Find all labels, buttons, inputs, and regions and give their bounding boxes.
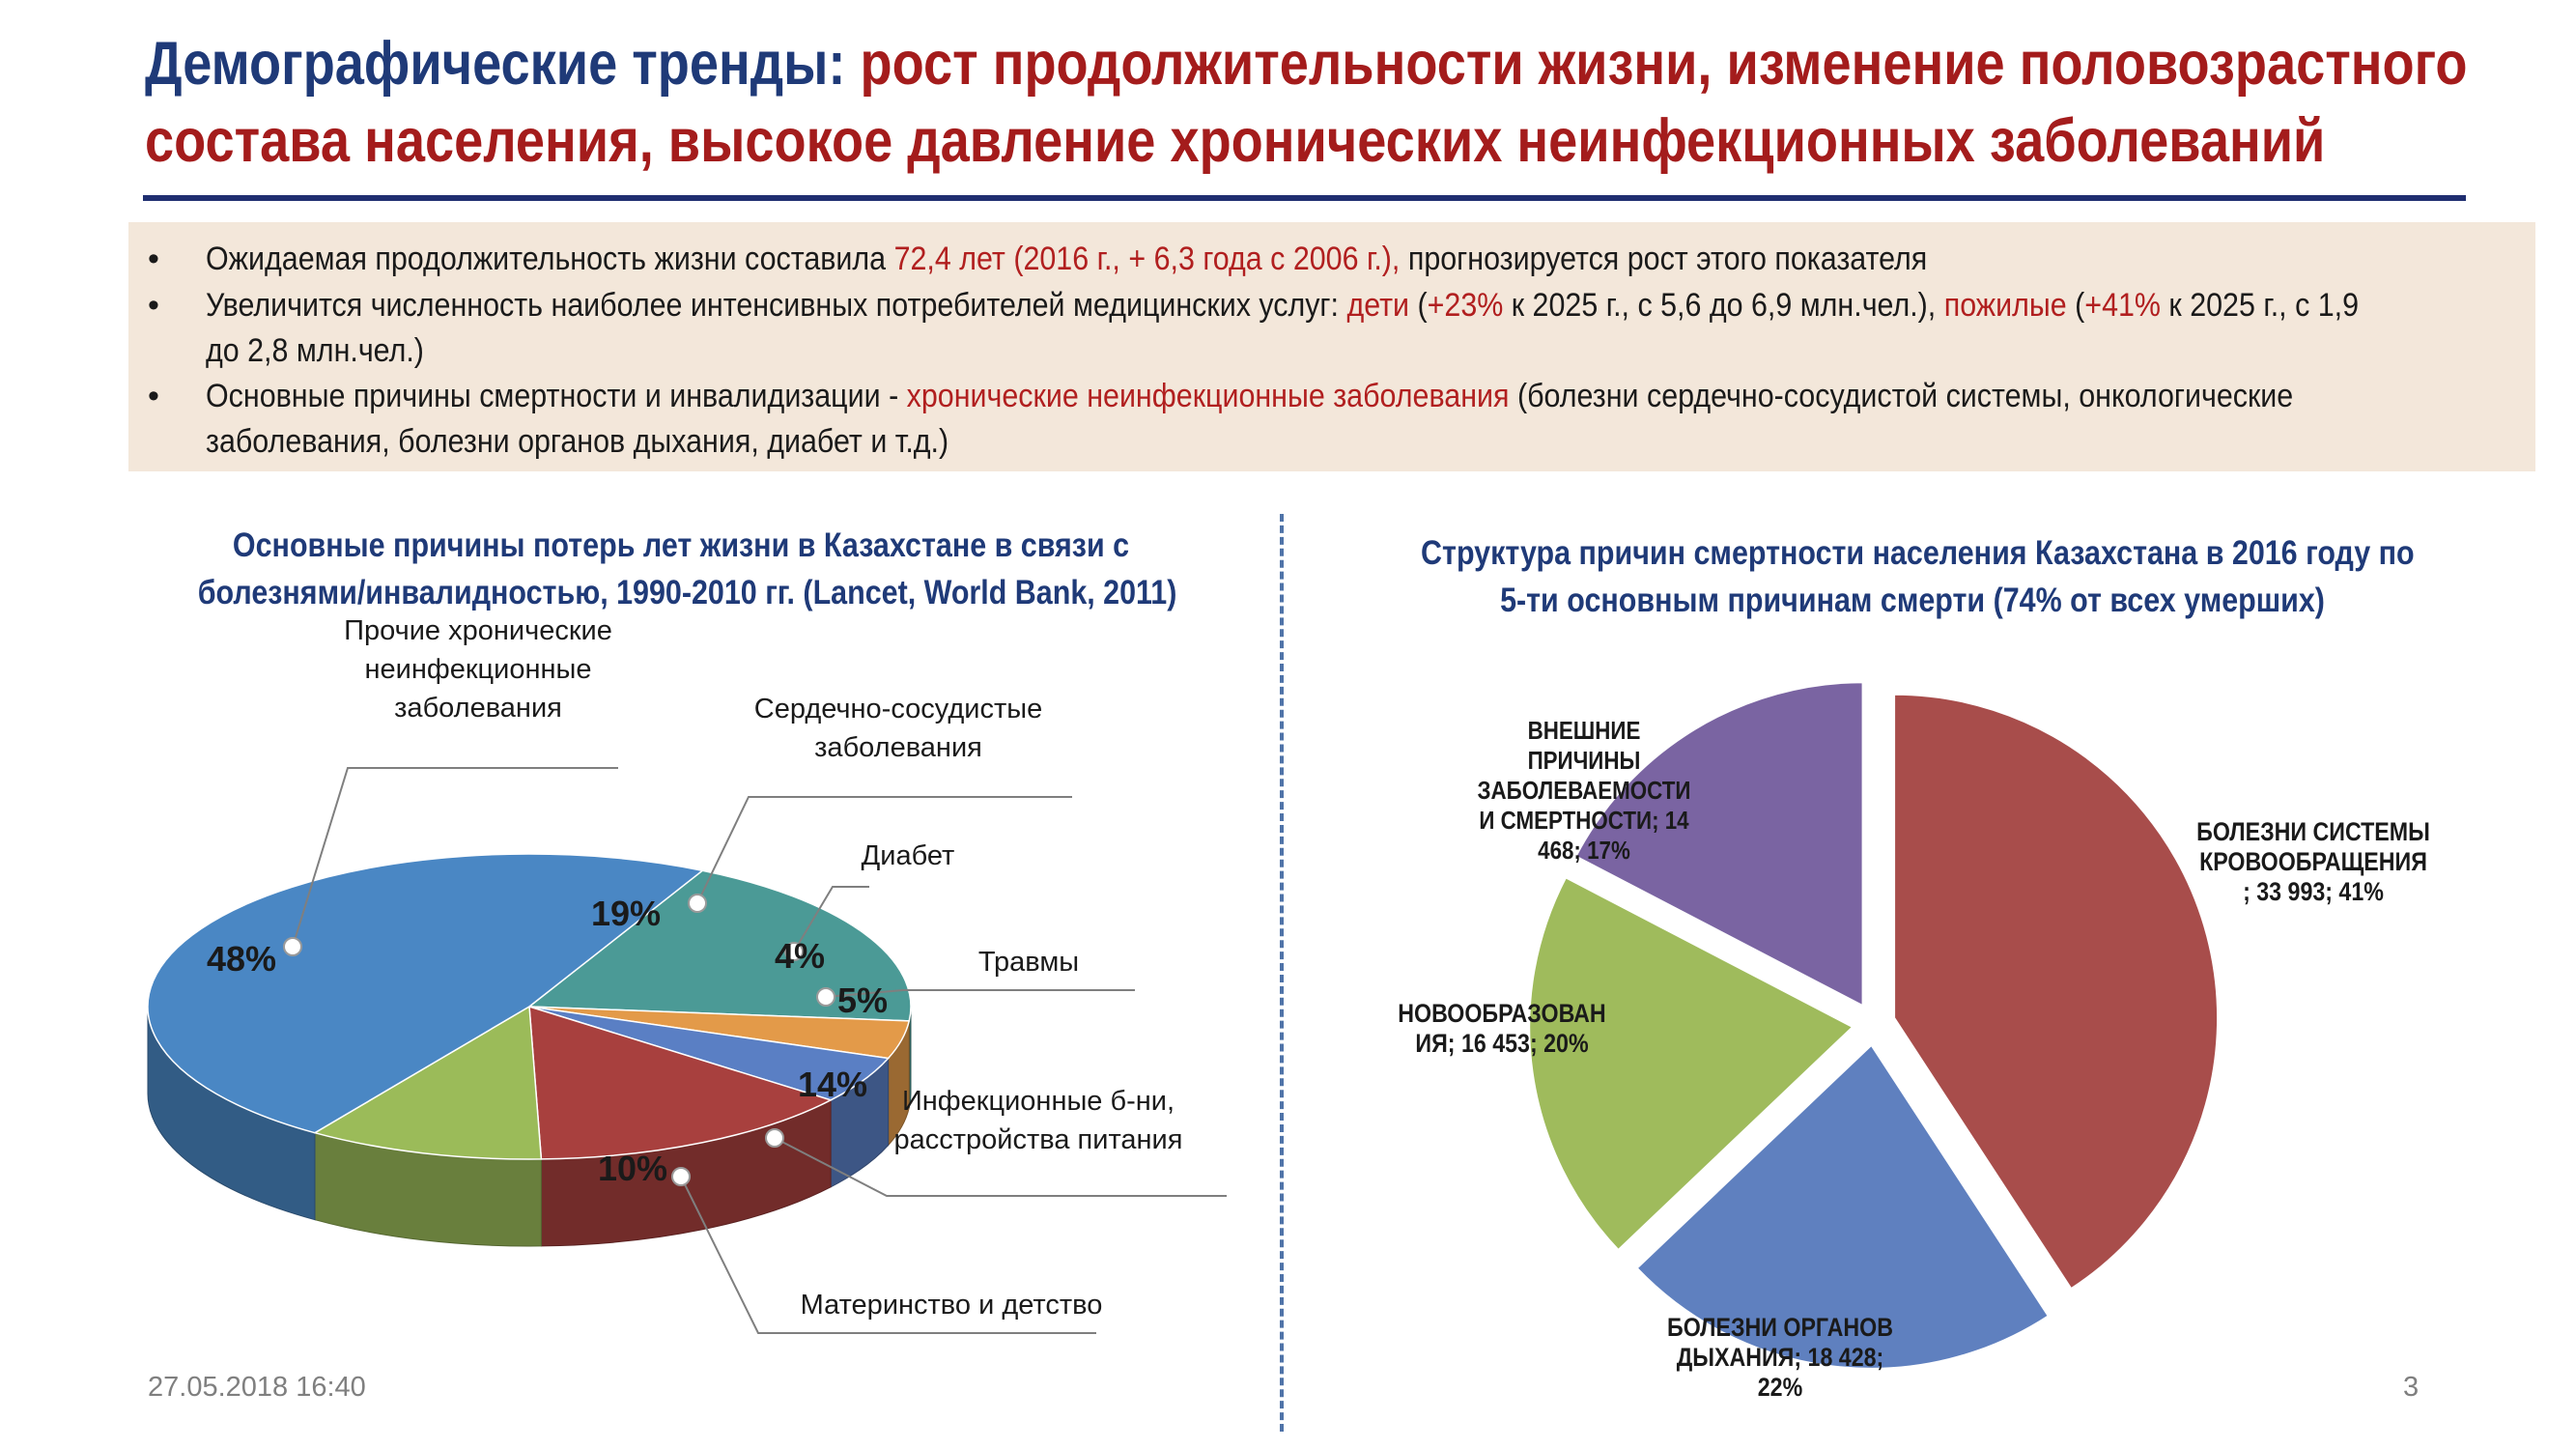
page-number: 3 bbox=[2403, 1372, 2420, 1403]
leader-dot bbox=[784, 942, 804, 961]
bullet-segment: прогнозируется рост этого показателя bbox=[1400, 241, 1928, 277]
data-label: 10% bbox=[598, 1149, 667, 1188]
category-label: Прочие хронические неинфекционные заболева… bbox=[344, 615, 612, 724]
slice-label: ВНЕШНИЕ ПРИЧИНЫ ЗАБОЛЕВАЕМОСТИ И СМЕРТНОСТИ… bbox=[1478, 717, 1691, 865]
pie-slice bbox=[1574, 681, 1864, 1008]
data-label: 19% bbox=[591, 894, 661, 933]
bullet-segment-highlight: +41% bbox=[2084, 287, 2161, 324]
bullet-text: Основные причины смертности и инвалидиза… bbox=[206, 374, 2576, 465]
category-label: Сердечно-сосудистые заболевания bbox=[754, 694, 1042, 763]
leader-line bbox=[774, 1137, 1227, 1197]
title-underline bbox=[143, 195, 2466, 201]
bullet-segment-highlight: дети bbox=[1346, 287, 1410, 324]
slice-label: НОВООБРАЗОВАН ИЯ; 16 453; 20% bbox=[1398, 999, 1605, 1058]
leader-dot bbox=[816, 987, 835, 1007]
bullet-continuation: заболевания, болезни органов дыхания, ди… bbox=[206, 423, 949, 460]
page-title: Демографические тренды: рост продолжител… bbox=[145, 25, 2468, 180]
bullet-segment: к 2025 г., с 1,9 bbox=[2160, 287, 2360, 324]
bullet-marker: • bbox=[148, 241, 159, 277]
category-label: Материнство и детство bbox=[801, 1290, 1103, 1321]
bullet-segment: к 2025 г., с 5,6 до 6,9 млн.чел.), bbox=[1503, 287, 1944, 324]
leader-dot bbox=[671, 1167, 691, 1186]
bullet-segment: Ожидаемая продолжительность жизни состав… bbox=[206, 241, 894, 277]
pie-slice bbox=[528, 1005, 834, 1160]
category-label: Диабет bbox=[862, 840, 955, 871]
chart-1-title: Основные причины потерь лет жизни в Каза… bbox=[197, 522, 1177, 616]
chart-2-title: Структура причин смертности населения Ка… bbox=[1421, 529, 2415, 624]
leader-line bbox=[696, 796, 1072, 904]
title-highlight: рост продолжительности жизни, изменение … bbox=[860, 30, 2468, 98]
bullet-continuation: до 2,8 млн.чел.) bbox=[206, 332, 424, 369]
bullet-segment: ( bbox=[2066, 287, 2085, 324]
page-title-line-1: Демографические тренды: рост продолжител… bbox=[145, 25, 2468, 102]
chart-1-title-line: болезнями/инвалидностью, 1990-2010 гг. (… bbox=[197, 574, 1177, 611]
section-divider bbox=[1280, 514, 1284, 1432]
pie-slice bbox=[1893, 693, 2220, 1291]
category-label: Травмы bbox=[978, 947, 1079, 978]
leader-line bbox=[680, 1176, 1096, 1334]
bullet-segment-highlight: хронические неинфекционные заболевания bbox=[906, 378, 1510, 414]
chart-2-exploded-pie: БОЛЕЗНИ СИСТЕМЫ КРОВООБРАЩЕНИЯ; 33 993; 4… bbox=[1398, 681, 2430, 1402]
bullet-segment-highlight: +23% bbox=[1427, 287, 1504, 324]
leader-line bbox=[292, 767, 618, 948]
bullet-segment: (болезни сердечно-сосудистой системы, он… bbox=[1509, 378, 2294, 414]
footer-date: 27.05.2018 16:40 bbox=[148, 1372, 366, 1403]
leader-line bbox=[793, 886, 869, 952]
slice-label: БОЛЕЗНИ СИСТЕМЫ КРОВООБРАЩЕНИЯ; 33 993; 4… bbox=[2196, 817, 2430, 906]
leader-line bbox=[825, 989, 1135, 998]
bullet-segment: ( bbox=[1409, 287, 1428, 324]
bullet-text: Увеличится численность наиболее интенсив… bbox=[206, 283, 2576, 374]
bullet-segment: Увеличится численность наиболее интенсив… bbox=[206, 287, 1347, 324]
data-label: 14% bbox=[798, 1065, 867, 1104]
bullet-text: Ожидаемая продолжительность жизни состав… bbox=[206, 237, 2576, 282]
bullet-marker: • bbox=[148, 287, 159, 324]
leader-dot bbox=[765, 1128, 784, 1148]
chart-1-3d-pie: 19% Сердечно-сосудистые заболевания 4% Диабе… bbox=[147, 615, 1227, 1334]
bullet-segment: Основные причины смертности и инвалидиза… bbox=[206, 378, 907, 414]
title-prefix: Демографические тренды: bbox=[145, 30, 846, 98]
key-facts-box: • Ожидаемая продолжительность жизни сост… bbox=[128, 222, 2535, 471]
pie-slice bbox=[1528, 876, 1854, 1252]
bullet-marker: • bbox=[148, 378, 159, 414]
leader-dot bbox=[283, 937, 302, 956]
category-label: Инфекционные б-ни, расстройства питания bbox=[894, 1086, 1183, 1155]
slice-label: БОЛЕЗНИ ОРГАНОВ ДЫХАНИЯ; 18 428; 22% bbox=[1667, 1313, 1893, 1402]
bullet-segment-highlight: пожилые bbox=[1943, 287, 2067, 324]
chart-2-title-line: Структура причин смертности населения Ка… bbox=[1421, 534, 2415, 572]
pie-slice bbox=[1635, 1043, 2051, 1370]
page-title-line-2: состава населения, высокое давление хрон… bbox=[145, 107, 2326, 175]
chart-1-title-line: Основные причины потерь лет жизни в Каза… bbox=[232, 526, 1130, 564]
pie-slice bbox=[526, 869, 912, 1022]
bullet-segment-highlight: 72,4 лет (2016 г., + 6,3 года с 2006 г.)… bbox=[893, 241, 1401, 277]
leader-dot bbox=[688, 894, 707, 913]
pie-slice bbox=[313, 1005, 543, 1160]
chart-2-title-line: 5-ти основным причинам смерти (74% от вс… bbox=[1500, 582, 2325, 619]
data-label: 4% bbox=[775, 936, 825, 976]
pie-slice bbox=[147, 853, 705, 1134]
data-label: 48% bbox=[207, 939, 276, 979]
data-label: 5% bbox=[837, 980, 888, 1020]
